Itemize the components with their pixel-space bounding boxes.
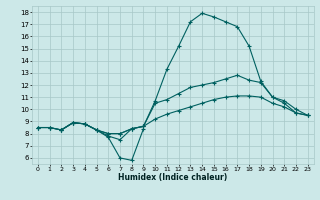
X-axis label: Humidex (Indice chaleur): Humidex (Indice chaleur) xyxy=(118,173,228,182)
